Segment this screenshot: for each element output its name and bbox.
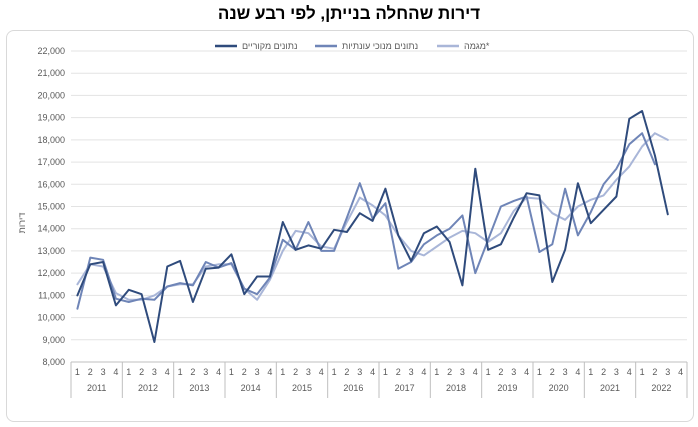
chart-card: 8,000 9,000 10,000 11,000 12,000 13,000 14,000… [6, 30, 694, 422]
quarter-tick-label: 3 [101, 367, 106, 377]
quarter-tick-label: 2 [139, 367, 144, 377]
quarter-tick-label: 2 [190, 367, 195, 377]
quarter-tick-label: 3 [511, 367, 516, 377]
legend-label: נתונים מנוכי עונתיות [342, 41, 418, 51]
year-tick-label: 2011 [87, 383, 106, 393]
y-axis-ticks: 8,000 9,000 10,000 11,000 12,000 13,000 14,000… [37, 46, 65, 367]
quarter-tick-label: 3 [203, 367, 208, 377]
y-axis-label: דירות [17, 213, 27, 234]
year-tick-label: 2016 [343, 383, 363, 393]
quarter-tick-label: 4 [524, 367, 529, 377]
quarter-tick-label: 1 [383, 367, 388, 377]
y-tick-label: 22,000 [37, 46, 65, 56]
quarter-tick-label: 1 [75, 367, 80, 377]
quarter-tick-label: 4 [370, 367, 375, 377]
quarter-tick-label: 1 [332, 367, 337, 377]
year-tick-label: 2022 [651, 383, 671, 393]
series-lines [76, 110, 669, 343]
y-tick-label: 20,000 [37, 90, 65, 100]
quarter-tick-label: 3 [152, 367, 157, 377]
y-tick-label: 10,000 [37, 313, 65, 323]
quarter-tick-label: 3 [306, 367, 311, 377]
quarter-tick-label: 2 [447, 367, 452, 377]
quarter-tick-label: 3 [255, 367, 260, 377]
series-line-2 [76, 132, 656, 310]
year-tick-label: 2014 [241, 383, 261, 393]
y-tick-label: 14,000 [37, 224, 65, 234]
quarter-tick-label: 4 [216, 367, 221, 377]
quarter-tick-label: 4 [319, 367, 324, 377]
y-tick-label: 8,000 [42, 357, 65, 367]
quarter-tick-label: 2 [498, 367, 503, 377]
y-tick-label: 18,000 [37, 135, 65, 145]
quarter-tick-label: 3 [665, 367, 670, 377]
quarter-tick-label: 2 [242, 367, 247, 377]
quarter-tick-label: 1 [126, 367, 131, 377]
quarter-tick-label: 3 [614, 367, 619, 377]
year-tick-label: 2021 [600, 383, 620, 393]
legend: נתונים מקוריים נתונים מנוכי עונתיות מגמה* [215, 41, 490, 51]
quarter-tick-label: 1 [178, 367, 183, 377]
quarter-tick-label: 2 [550, 367, 555, 377]
quarter-tick-label: 2 [652, 367, 657, 377]
quarter-tick-label: 4 [678, 367, 683, 377]
y-tick-label: 17,000 [37, 157, 65, 167]
year-tick-label: 2020 [549, 383, 569, 393]
y-tick-label: 11,000 [38, 290, 65, 300]
quarter-tick-label: 2 [293, 367, 298, 377]
year-tick-label: 2012 [138, 383, 158, 393]
quarter-tick-label: 2 [88, 367, 93, 377]
quarter-tick-label: 3 [460, 367, 465, 377]
quarter-tick-label: 1 [537, 367, 542, 377]
quarter-tick-label: 4 [473, 367, 478, 377]
series-line-1 [76, 110, 669, 343]
y-tick-label: 13,000 [37, 246, 65, 256]
quarter-tick-label: 2 [344, 367, 349, 377]
quarter-tick-label: 1 [588, 367, 593, 377]
quarter-tick-label: 1 [640, 367, 645, 377]
quarter-tick-label: 4 [113, 367, 118, 377]
quarter-tick-label: 4 [165, 367, 170, 377]
quarter-tick-label: 1 [280, 367, 285, 377]
quarter-tick-label: 2 [396, 367, 401, 377]
quarter-tick-label: 2 [601, 367, 606, 377]
quarter-tick-label: 4 [627, 367, 632, 377]
quarter-tick-label: 3 [563, 367, 568, 377]
y-tick-label: 16,000 [37, 179, 65, 189]
quarter-tick-label: 4 [267, 367, 272, 377]
legend-label: נתונים מקוריים [242, 41, 297, 51]
year-tick-label: 2017 [395, 383, 415, 393]
year-tick-label: 2018 [446, 383, 466, 393]
year-tick-label: 2015 [292, 383, 312, 393]
quarter-tick-label: 1 [434, 367, 439, 377]
y-tick-label: 21,000 [37, 68, 65, 78]
quarter-tick-label: 4 [421, 367, 426, 377]
year-tick-label: 2019 [497, 383, 517, 393]
year-tick-label: 2013 [189, 383, 209, 393]
quarter-tick-label: 1 [486, 367, 491, 377]
chart-title: דירות שהחלה בנייתן, לפי רבע שנה [217, 4, 481, 23]
quarter-tick-label: 4 [575, 367, 580, 377]
y-tick-label: 9,000 [42, 335, 65, 345]
gridlines [71, 50, 687, 363]
y-tick-label: 15,000 [37, 202, 65, 212]
y-tick-label: 12,000 [37, 268, 65, 278]
quarter-tick-label: 1 [229, 367, 234, 377]
line-chart: 8,000 9,000 10,000 11,000 12,000 13,000 14,000… [17, 41, 688, 398]
y-tick-label: 19,000 [37, 113, 65, 123]
quarter-tick-label: 3 [357, 367, 362, 377]
legend-label: מגמה* [464, 41, 490, 51]
quarter-tick-label: 3 [409, 367, 414, 377]
